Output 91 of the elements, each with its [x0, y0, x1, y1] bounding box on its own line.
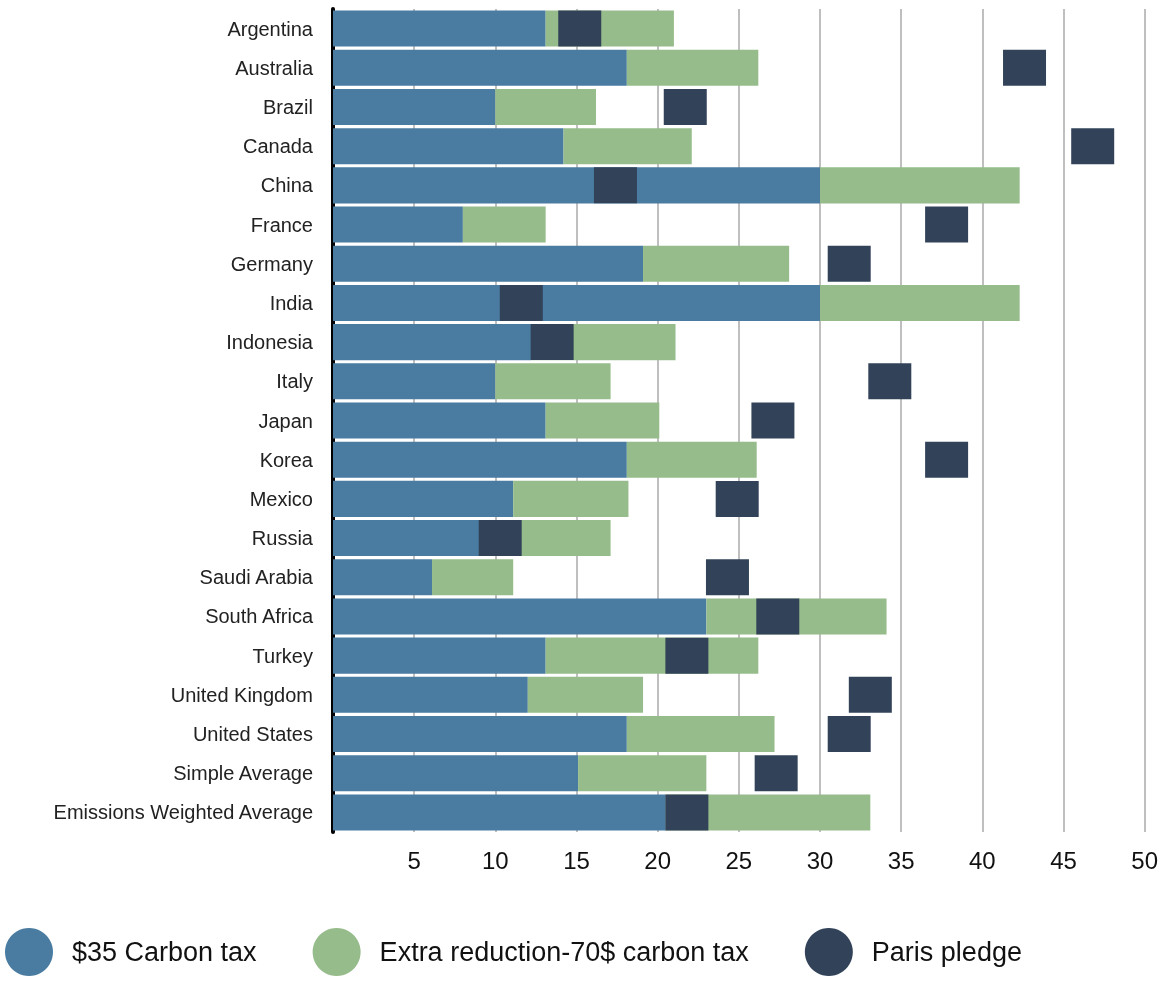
- y-tick-label: India: [269, 291, 314, 314]
- bar: [432, 559, 514, 596]
- bar: [333, 520, 481, 557]
- bar: [545, 402, 660, 439]
- bar: [333, 559, 433, 596]
- point: [499, 284, 543, 321]
- bar: [333, 324, 532, 361]
- point: [558, 10, 602, 47]
- legend-label: Paris pledge: [871, 937, 1022, 967]
- bar: [578, 755, 707, 792]
- x-tick-label: 10: [481, 846, 509, 874]
- x-tick-label: 40: [968, 846, 996, 874]
- bar: [333, 676, 528, 713]
- bar: [333, 167, 820, 204]
- bar: [333, 794, 666, 831]
- bar: [563, 128, 692, 165]
- bar: [333, 128, 564, 165]
- bar: [495, 363, 611, 400]
- bar: [513, 480, 629, 517]
- point: [665, 794, 709, 831]
- bar: [626, 49, 759, 86]
- x-tick-label: 20: [644, 846, 672, 874]
- y-tick-label: Turkey: [252, 644, 313, 667]
- bar: [333, 637, 546, 674]
- point: [665, 637, 709, 674]
- bar: [819, 284, 1020, 321]
- y-tick-label: Indonesia: [226, 331, 314, 354]
- bar: [495, 88, 596, 125]
- y-tick-label: Argentina: [227, 17, 314, 40]
- y-tick-label: France: [250, 213, 313, 236]
- x-tick-label: 30: [806, 846, 834, 874]
- x-tick-label: 5: [407, 846, 421, 874]
- point: [868, 363, 912, 400]
- x-tick-label: 45: [1050, 846, 1077, 874]
- x-tick-label: 15: [563, 846, 590, 874]
- bar: [333, 402, 546, 439]
- bar: [626, 716, 775, 753]
- bar: [527, 676, 644, 713]
- point: [593, 167, 637, 204]
- bar: [819, 167, 1020, 204]
- point: [530, 324, 574, 361]
- point: [478, 520, 522, 557]
- y-tick-label: South Africa: [205, 605, 314, 628]
- legend-label: $35 Carbon tax: [72, 937, 258, 967]
- y-tick-label: Korea: [259, 448, 314, 471]
- y-tick-label: China: [260, 174, 314, 197]
- y-tick-label: Mexico: [249, 487, 313, 510]
- bar: [333, 441, 627, 478]
- point: [663, 88, 707, 125]
- y-tick-label: United Kingdom: [170, 683, 313, 706]
- bar: [626, 441, 757, 478]
- point: [756, 598, 800, 635]
- bar: [333, 284, 820, 321]
- point: [925, 206, 969, 243]
- point: [1071, 128, 1115, 165]
- point: [827, 716, 871, 753]
- point: [715, 480, 759, 517]
- point: [751, 402, 795, 439]
- y-tick-label: Italy: [276, 370, 313, 393]
- point: [705, 559, 749, 596]
- bar: [333, 480, 514, 517]
- bar: [333, 598, 707, 635]
- y-tick-label: Australia: [235, 56, 314, 79]
- x-tick-label: 35: [887, 846, 915, 874]
- bar: [333, 206, 463, 243]
- bar: [462, 206, 546, 243]
- bar: [333, 10, 546, 47]
- bar: [333, 245, 644, 282]
- bar: [333, 755, 579, 792]
- y-tick-label: Simple Average: [173, 762, 313, 785]
- bar: [333, 363, 496, 400]
- y-tick-label: Brazil: [262, 95, 313, 118]
- y-tick-label: Germany: [230, 252, 313, 275]
- y-tick-label: Emissions Weighted Average: [53, 801, 313, 824]
- point: [754, 755, 798, 792]
- point: [1003, 49, 1047, 86]
- bar: [333, 716, 627, 753]
- point: [827, 245, 871, 282]
- y-tick-label: Saudi Arabia: [199, 566, 314, 589]
- y-tick-label: United States: [192, 723, 313, 746]
- y-tick-label: Russia: [251, 527, 314, 550]
- y-tick-label: Japan: [258, 409, 313, 432]
- bar: [643, 245, 790, 282]
- x-tick-label: 25: [725, 846, 753, 874]
- point: [925, 441, 969, 478]
- bar: [333, 88, 496, 125]
- point: [848, 676, 892, 713]
- legend-label: Extra reduction-70$ carbon tax: [379, 937, 750, 967]
- y-tick-label: Canada: [242, 135, 314, 158]
- bar: [333, 49, 627, 86]
- x-tick-label: 50: [1131, 846, 1158, 874]
